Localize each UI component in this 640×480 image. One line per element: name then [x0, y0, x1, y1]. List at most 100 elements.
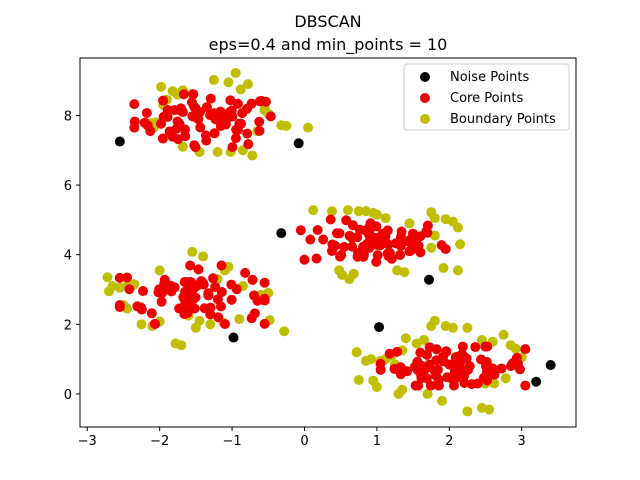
boundary-point [281, 120, 292, 131]
boundary-point [223, 77, 234, 88]
boundary-point [230, 67, 241, 78]
boundary-point [235, 84, 246, 95]
x-tick-label: −1 [222, 434, 241, 449]
core-point [358, 250, 369, 261]
core-point [265, 111, 276, 122]
legend: Noise Points Core Points Boundary Points [403, 63, 570, 131]
core-point [167, 131, 178, 142]
boundary-point [303, 122, 314, 133]
core-point [179, 124, 190, 135]
boundary-point [418, 334, 429, 345]
legend-marker-boundary [420, 114, 430, 124]
core-point [312, 225, 323, 236]
y-tick-label: 2 [64, 318, 72, 333]
boundary-point [437, 395, 448, 406]
boundary-point [334, 265, 345, 276]
core-point [225, 95, 236, 106]
boundary-point [351, 347, 362, 358]
core-point [295, 225, 306, 236]
boundary-point [455, 239, 466, 250]
core-point [424, 342, 435, 353]
core-point [433, 380, 444, 391]
core-point [132, 301, 143, 312]
boundary-point [429, 315, 440, 326]
boundary-point [400, 333, 411, 344]
core-point [215, 301, 226, 312]
core-point [242, 128, 253, 139]
boundary-point [404, 218, 415, 229]
noise-point [276, 228, 287, 239]
core-point [520, 344, 531, 355]
core-point [205, 93, 216, 104]
core-point [210, 282, 221, 293]
core-point [384, 348, 395, 359]
core-point [395, 231, 406, 242]
core-point [246, 313, 257, 324]
core-point [208, 273, 219, 284]
core-point [179, 302, 190, 313]
core-point [247, 274, 258, 285]
boundary-point [247, 150, 258, 161]
boundary-point [156, 81, 167, 92]
core-point [259, 277, 270, 288]
core-point [436, 240, 447, 251]
core-point [470, 342, 481, 353]
boundary-point [462, 406, 473, 417]
boundary-point [242, 79, 253, 90]
core-point [432, 364, 443, 375]
boundary-point [190, 322, 201, 333]
boundary-point [103, 286, 114, 297]
core-point [254, 125, 265, 136]
core-point [442, 372, 453, 383]
legend-label-noise: Noise Points [450, 70, 529, 85]
core-point [145, 126, 156, 137]
boundary-point [447, 322, 458, 333]
core-point [213, 312, 224, 323]
boundary-point [393, 388, 404, 399]
core-point [407, 244, 418, 255]
core-point [259, 293, 270, 304]
x-tick-label: −2 [150, 434, 169, 449]
chart-subtitle: eps=0.4 and min_points = 10 [209, 35, 448, 55]
core-point [149, 318, 160, 329]
core-point [372, 250, 383, 261]
boundary-point [208, 74, 219, 85]
core-point [383, 239, 394, 250]
boundary-point [371, 209, 382, 220]
boundary-point [452, 265, 463, 276]
core-point [318, 234, 329, 245]
core-point [193, 264, 204, 275]
boundary-point [342, 205, 353, 216]
core-point [141, 108, 152, 119]
core-point [482, 341, 493, 352]
core-point [219, 318, 230, 329]
core-point [209, 108, 220, 119]
core-point [331, 228, 342, 239]
core-point [226, 294, 237, 305]
boundary-point [422, 388, 433, 399]
boundary-point [361, 206, 372, 217]
boundary-point [154, 265, 165, 276]
core-point [481, 366, 492, 377]
axis-ticks: −3 −2 −1 0 1 2 3 0 2 4 6 8 [64, 109, 526, 449]
y-tick-label: 4 [64, 249, 72, 264]
boundary-point [399, 267, 410, 278]
core-point [449, 380, 459, 391]
core-point [259, 318, 270, 329]
core-point [235, 118, 246, 129]
core-point [466, 379, 477, 390]
core-point [418, 365, 429, 376]
boundary-point [205, 319, 216, 330]
core-point [180, 286, 191, 297]
core-point [410, 235, 421, 246]
legend-box [403, 63, 570, 131]
core-point [172, 116, 183, 127]
core-point [162, 105, 173, 116]
core-point [384, 248, 395, 259]
core-point [192, 280, 203, 291]
noise-point [545, 360, 556, 371]
core-point [173, 105, 184, 116]
core-point [335, 251, 346, 262]
legend-marker-core [420, 93, 430, 103]
core-point [189, 101, 200, 112]
